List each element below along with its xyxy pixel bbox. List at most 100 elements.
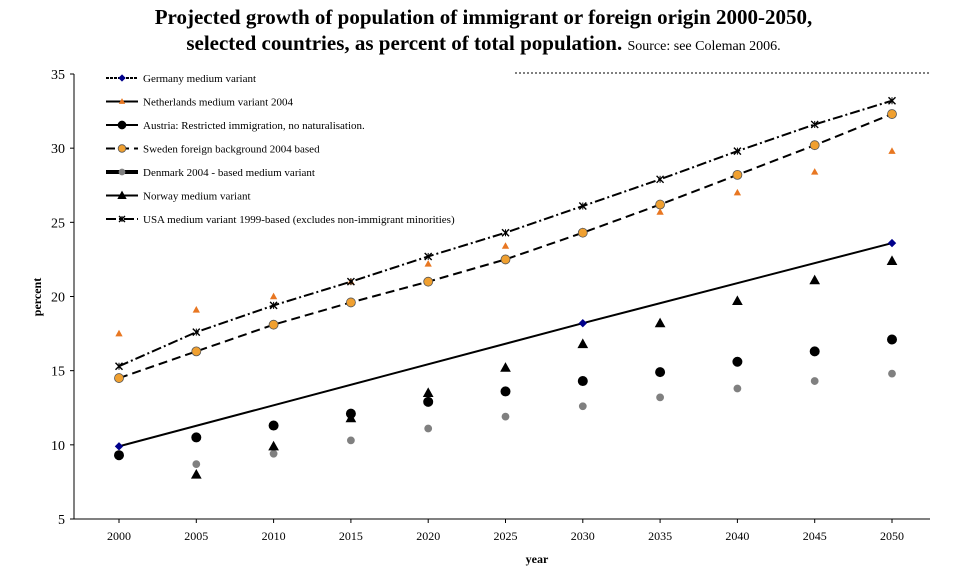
series-6 [190, 255, 898, 479]
title-source: Source: see Coleman 2006. [627, 39, 781, 54]
legend-label: Denmark 2004 - based medium variant [143, 167, 315, 179]
data-point [269, 292, 278, 300]
data-point [888, 147, 896, 154]
y-tick-label: 10 [51, 439, 65, 454]
legend-marker [117, 144, 127, 153]
legend-marker [117, 120, 127, 130]
data-point [887, 238, 897, 248]
data-point [501, 228, 510, 237]
title-line-1: Projected growth of population of immigr… [154, 5, 813, 29]
data-point [269, 301, 278, 310]
data-point [345, 412, 357, 423]
data-point [577, 376, 588, 387]
data-point [888, 96, 896, 105]
series-4 [114, 109, 897, 383]
data-point [346, 277, 355, 286]
data-point [732, 169, 743, 180]
data-point [114, 442, 124, 451]
legend-label: Sweden foreign background 2004 based [143, 144, 320, 156]
data-point [423, 276, 434, 287]
data-point [422, 387, 434, 398]
data-point [577, 338, 589, 349]
data-point [809, 140, 820, 151]
data-point [811, 168, 819, 175]
x-tick-label: 2010 [262, 529, 286, 543]
data-point [578, 202, 587, 211]
y-tick-label: 35 [51, 68, 65, 83]
data-point [656, 393, 664, 402]
data-point [192, 328, 201, 337]
x-tick-label: 2005 [184, 529, 208, 543]
x-tick-label: 2020 [416, 529, 440, 543]
x-tick-label: 2000 [107, 529, 131, 543]
data-point [887, 109, 897, 119]
data-point [423, 396, 434, 407]
data-point [268, 440, 279, 451]
legend-label: Austria: Restricted immigration, no natu… [143, 120, 365, 132]
data-point [809, 346, 820, 357]
data-point [810, 120, 819, 129]
data-point [192, 306, 200, 313]
data-point [733, 147, 742, 156]
data-point [345, 297, 356, 308]
data-point [578, 402, 587, 411]
data-point [578, 318, 588, 328]
data-point [733, 188, 742, 196]
data-point [886, 255, 898, 265]
data-point [191, 432, 202, 443]
series-1 [114, 238, 897, 451]
x-tick-label: 2025 [494, 529, 518, 543]
data-point [114, 373, 124, 383]
data-point [268, 319, 279, 330]
data-point [269, 449, 278, 458]
data-point [501, 412, 510, 421]
legend-label: Netherlands medium variant 2004 [143, 97, 293, 109]
data-point [500, 362, 511, 372]
y-tick-label: 25 [51, 216, 65, 231]
legend-label: USA medium variant 1999-based (excludes … [143, 214, 455, 226]
data-point [424, 424, 433, 433]
data-point [347, 436, 355, 445]
chart-title: Projected growth of population of immigr… [0, 4, 967, 60]
data-point [656, 175, 665, 184]
data-point [809, 274, 821, 285]
x-tick-label: 2045 [803, 529, 827, 543]
y-axis-title: percent [30, 278, 44, 316]
data-point [656, 208, 664, 215]
data-point [500, 254, 511, 265]
data-point [501, 242, 510, 249]
legend-marker [118, 168, 126, 176]
data-point [500, 386, 511, 397]
legend-marker [118, 98, 126, 104]
x-axis-title: year [526, 552, 549, 566]
data-point [115, 362, 123, 371]
data-point [732, 295, 743, 306]
data-point [424, 260, 432, 267]
legend-marker [118, 74, 126, 82]
data-point [577, 227, 588, 238]
y-tick-label: 30 [51, 142, 65, 157]
y-tick-label: 20 [51, 291, 65, 306]
data-point [887, 334, 897, 345]
data-point [424, 252, 433, 261]
x-tick-label: 2050 [880, 529, 904, 543]
legend-marker [118, 215, 126, 223]
x-tick-label: 2015 [339, 529, 363, 543]
x-tick-label: 2040 [725, 529, 749, 543]
data-point [654, 317, 666, 328]
data-point [191, 346, 202, 357]
data-point [115, 329, 123, 337]
data-point [114, 450, 124, 461]
title-line-2: selected countries, as percent of total … [186, 31, 623, 55]
legend-label: Germany medium variant [143, 73, 256, 85]
data-point [810, 377, 819, 385]
series-5 [192, 369, 896, 469]
data-point [655, 199, 665, 210]
legend-label: Norway medium variant [143, 191, 251, 203]
y-tick-label: 15 [51, 365, 65, 380]
series-line [118, 113, 893, 380]
legend-marker [117, 190, 127, 200]
data-point [888, 369, 896, 378]
data-point [192, 460, 201, 469]
